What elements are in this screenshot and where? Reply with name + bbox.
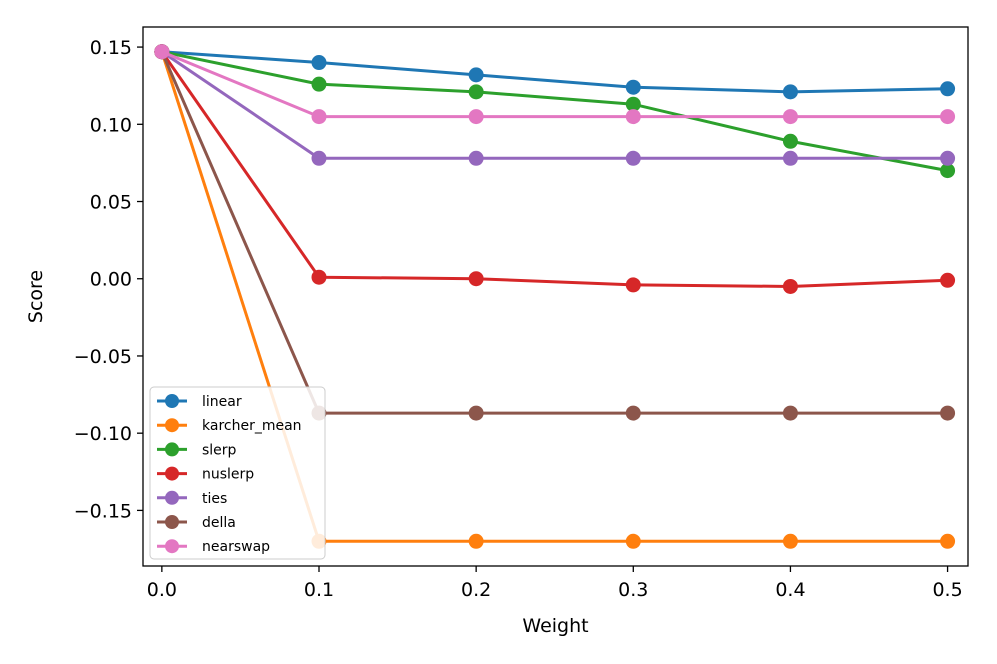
series-ties [154,44,956,166]
x-tick-label: 0.5 [932,579,962,601]
data-point [625,533,641,549]
data-point [782,533,798,549]
x-tick-label: 0.4 [775,579,805,601]
legend-item-linear: linear [157,394,242,410]
data-point [468,150,484,166]
y-tick-label: 0.15 [90,37,132,59]
data-point [782,109,798,125]
legend-label: della [202,515,236,531]
data-point [782,278,798,294]
data-point [940,272,956,288]
legend-item-della: della [157,515,236,531]
data-point [625,277,641,293]
data-point [782,150,798,166]
data-point [940,81,956,97]
legend-marker [165,466,179,481]
legend-item-ties: ties [157,490,227,507]
data-point [468,67,484,83]
legend-marker [165,442,179,457]
series-line [160,50,948,288]
data-point [468,405,484,421]
data-point [311,269,327,285]
data-point [625,79,641,95]
legend-item-nuslerp: nuslerp [157,466,254,483]
series-line [161,50,948,173]
x-tick-label: 0.2 [461,579,491,601]
data-point [940,109,956,125]
data-point [782,84,798,100]
x-tick-label: 0.3 [618,579,648,601]
x-tick-label: 0.1 [304,579,334,601]
data-point [625,405,641,421]
data-point [468,84,484,100]
y-tick-label: 0.00 [90,269,132,291]
x-axis-label: Weight [522,615,588,637]
data-point [311,150,327,166]
legend-item-nearswap: nearswap [157,539,270,555]
y-tick-label: −0.05 [74,346,132,368]
legend-marker [165,490,179,505]
legend-label: nuslerp [202,467,254,483]
legend-marker [165,394,179,408]
y-axis-label: Score [25,270,47,323]
data-point [311,55,327,71]
series-nuslerp [154,44,956,294]
legend-marker [165,539,179,554]
data-point [625,150,641,166]
y-tick-label: 0.05 [90,192,132,214]
data-point [311,76,327,92]
data-point [782,405,798,421]
series-line [161,50,948,94]
y-axis: 0.15 0.10 0.05 0.00 −0.05 −0.10 −0.15 [74,37,143,522]
series-line [161,50,948,160]
data-point [468,533,484,549]
legend-label: slerp [202,442,237,458]
data-point [940,163,956,179]
data-point [625,96,641,112]
legend-label: ties [202,491,227,507]
x-tick-label: 0.0 [147,579,177,601]
legend-label: nearswap [202,539,270,555]
series-line [161,50,948,119]
data-point [940,533,956,549]
x-axis: 0.0 0.1 0.2 0.3 0.4 0.5 [147,566,963,601]
data-point [468,271,484,287]
legend-label: linear [202,394,242,410]
plot-frame [142,26,969,567]
series-della [154,44,956,421]
data-point [625,109,641,125]
legend-box [149,386,326,560]
series-nearswap [154,44,956,125]
y-tick-label: −0.10 [74,423,132,445]
legend-label: karcher_mean [202,418,302,434]
series-line [160,51,948,415]
data-point [940,405,956,421]
data-point [940,150,956,166]
series-linear [154,44,956,100]
legend-marker [165,515,179,529]
y-tick-label: 0.10 [90,114,132,136]
data-point [468,109,484,125]
data-point [311,109,327,125]
legend-marker [165,418,179,433]
legend-item-slerp: slerp [157,442,237,458]
y-tick-label: −0.15 [74,500,132,522]
legend-item-karcher-mean: karcher_mean [157,418,302,434]
data-point [782,133,798,149]
data-point [154,44,170,60]
